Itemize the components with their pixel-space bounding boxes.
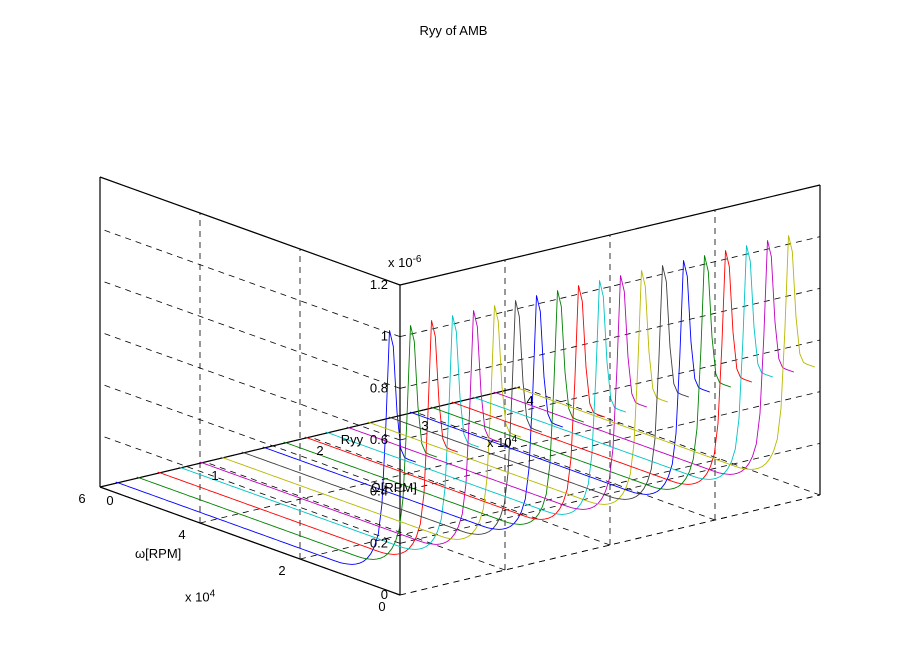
Omega-tick-label: 0: [106, 493, 113, 508]
series-curve: [515, 235, 815, 469]
tick-labels: 00.20.40.60.811.2024601234: [78, 277, 533, 614]
z-exponent-label: x 10-6: [388, 254, 422, 271]
omega-tick-label: 2: [278, 563, 285, 578]
Omega-tick-label: 3: [421, 418, 428, 433]
series-curve: [431, 255, 731, 489]
z-tick-label: 1: [381, 329, 388, 344]
Omega-tick-label: 1: [211, 468, 218, 483]
chart-title: Ryy of AMB: [420, 23, 488, 38]
omega-tick-label: 4: [178, 527, 185, 542]
box-edges: [100, 177, 820, 595]
z-axis-label: Ryy: [341, 432, 364, 447]
omega-tick-label: 6: [78, 491, 85, 506]
z-tick-label: 0.2: [370, 535, 388, 550]
omega-tick-label: 0: [378, 599, 385, 614]
z-tick-label: 1.2: [370, 277, 388, 292]
series-curve: [410, 260, 710, 494]
chart-container: 00.20.40.60.811.2024601234Ryy of AMBx 10…: [0, 0, 907, 663]
chart-svg: 00.20.40.60.811.2024601234Ryy of AMBx 10…: [0, 0, 907, 663]
series-curve: [494, 240, 794, 474]
z-tick-label: 0.6: [370, 432, 388, 447]
series-curve: [473, 245, 773, 479]
z-tick-label: 0.8: [370, 380, 388, 395]
grid: [100, 177, 820, 595]
series-curve: [389, 265, 689, 499]
omega-axis-label: ω[RPM]: [135, 546, 181, 561]
Omega-axis-label: Ω[RPM]: [371, 480, 417, 495]
omega-exponent-label: x 104: [185, 588, 216, 605]
Omega-tick-label: 2: [316, 443, 323, 458]
Omega-tick-label: 4: [526, 393, 533, 408]
